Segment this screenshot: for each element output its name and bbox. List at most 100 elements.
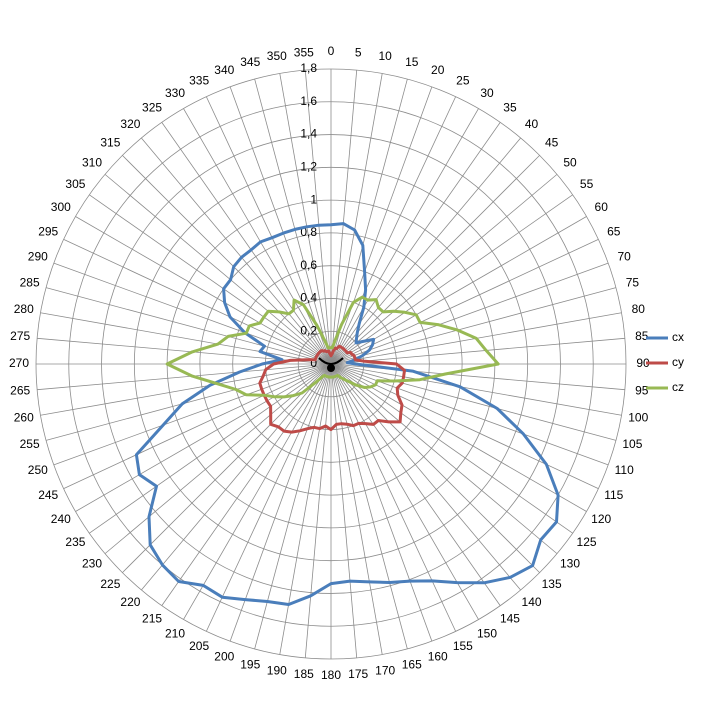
spoke (122, 363, 332, 573)
category-label: 5 (355, 45, 362, 59)
spoke (183, 108, 332, 365)
r-tick-label: 1,6 (300, 94, 317, 108)
category-label: 50 (563, 156, 577, 170)
category-label: 165 (402, 658, 422, 672)
category-label: 110 (615, 463, 634, 477)
category-label: 70 (618, 249, 632, 263)
category-label: 300 (51, 200, 71, 214)
category-label: 120 (591, 512, 611, 526)
category-label: 175 (348, 667, 368, 681)
legend-label: cz (672, 380, 684, 394)
category-label: 255 (20, 437, 40, 451)
category-label: 240 (51, 512, 71, 526)
spoke (330, 363, 573, 534)
spoke (330, 137, 521, 365)
r-tick-label: 1,2 (300, 160, 317, 174)
grid-circle (101, 134, 561, 594)
category-label: 180 (321, 668, 341, 682)
category-label: 295 (38, 224, 58, 238)
grid-circle (232, 265, 430, 463)
category-label: 115 (604, 488, 623, 502)
category-label: 65 (607, 224, 621, 238)
spoke (330, 363, 457, 632)
spoke (40, 363, 332, 416)
category-label: 305 (65, 177, 85, 191)
spoke (89, 194, 332, 365)
spoke (330, 363, 617, 441)
spoke (330, 363, 540, 573)
spoke (161, 122, 332, 365)
category-label: 350 (267, 49, 287, 63)
spoke (330, 287, 617, 365)
category-label: 235 (65, 535, 85, 549)
spoke (63, 238, 332, 365)
center-dot (327, 364, 335, 372)
spoke (330, 337, 625, 365)
spoke (161, 363, 332, 606)
spoke (304, 363, 332, 658)
r-tick-label: 0,2 (300, 323, 317, 337)
spoke (122, 155, 332, 365)
spoke (330, 363, 408, 650)
category-label: 150 (477, 626, 497, 640)
spoke (53, 363, 332, 466)
spoke (330, 363, 358, 658)
spoke (330, 174, 558, 365)
category-label: 55 (580, 177, 594, 191)
center-mark (318, 357, 344, 365)
category-label: 200 (214, 649, 234, 663)
category-label: 80 (632, 302, 646, 316)
spoke (330, 155, 540, 365)
spoke (330, 363, 501, 606)
category-label: 325 (142, 101, 162, 115)
category-label: 270 (9, 356, 29, 370)
spoke (141, 363, 332, 591)
category-label: 185 (294, 667, 314, 681)
category-label: 75 (626, 275, 640, 289)
category-label: 40 (525, 117, 539, 131)
spoke (183, 363, 332, 620)
category-label: 290 (28, 249, 48, 263)
category-label: 195 (240, 658, 260, 672)
spoke (205, 363, 332, 632)
series-line (165, 295, 500, 399)
spoke (254, 363, 332, 650)
spoke (229, 86, 332, 365)
category-label: 95 (635, 383, 649, 397)
grid-circle (35, 68, 627, 660)
category-label: 60 (595, 200, 609, 214)
category-label: 25 (456, 73, 470, 87)
spoke (330, 262, 609, 365)
category-label: 225 (100, 577, 120, 591)
category-label: 245 (38, 488, 58, 502)
spoke (304, 70, 332, 365)
spoke (330, 108, 479, 365)
category-label: 135 (542, 577, 562, 591)
category-label: 35 (503, 101, 517, 115)
category-label: 335 (189, 73, 209, 87)
category-label: 190 (267, 663, 287, 677)
spoke (254, 78, 332, 365)
spoke (89, 363, 332, 534)
category-label: 205 (189, 639, 209, 653)
category-label: 105 (622, 437, 642, 451)
spoke (330, 363, 622, 416)
category-label: 90 (636, 356, 650, 370)
series-line (134, 222, 560, 606)
spoke (330, 363, 383, 655)
category-label: 345 (240, 55, 260, 69)
r-tick-label: 1,4 (300, 127, 317, 141)
spoke (330, 78, 408, 365)
category-label: 250 (28, 463, 48, 477)
category-label: 0 (328, 44, 335, 58)
spoke (75, 216, 332, 365)
grid-circle (199, 232, 463, 496)
r-tick-label: 0,4 (300, 291, 317, 305)
spoke (330, 194, 573, 365)
category-label: 230 (82, 557, 102, 571)
category-label: 20 (431, 63, 445, 77)
category-label: 310 (82, 156, 102, 170)
grid-circle (68, 101, 594, 627)
category-label: 215 (142, 612, 162, 626)
category-label: 320 (120, 117, 140, 131)
